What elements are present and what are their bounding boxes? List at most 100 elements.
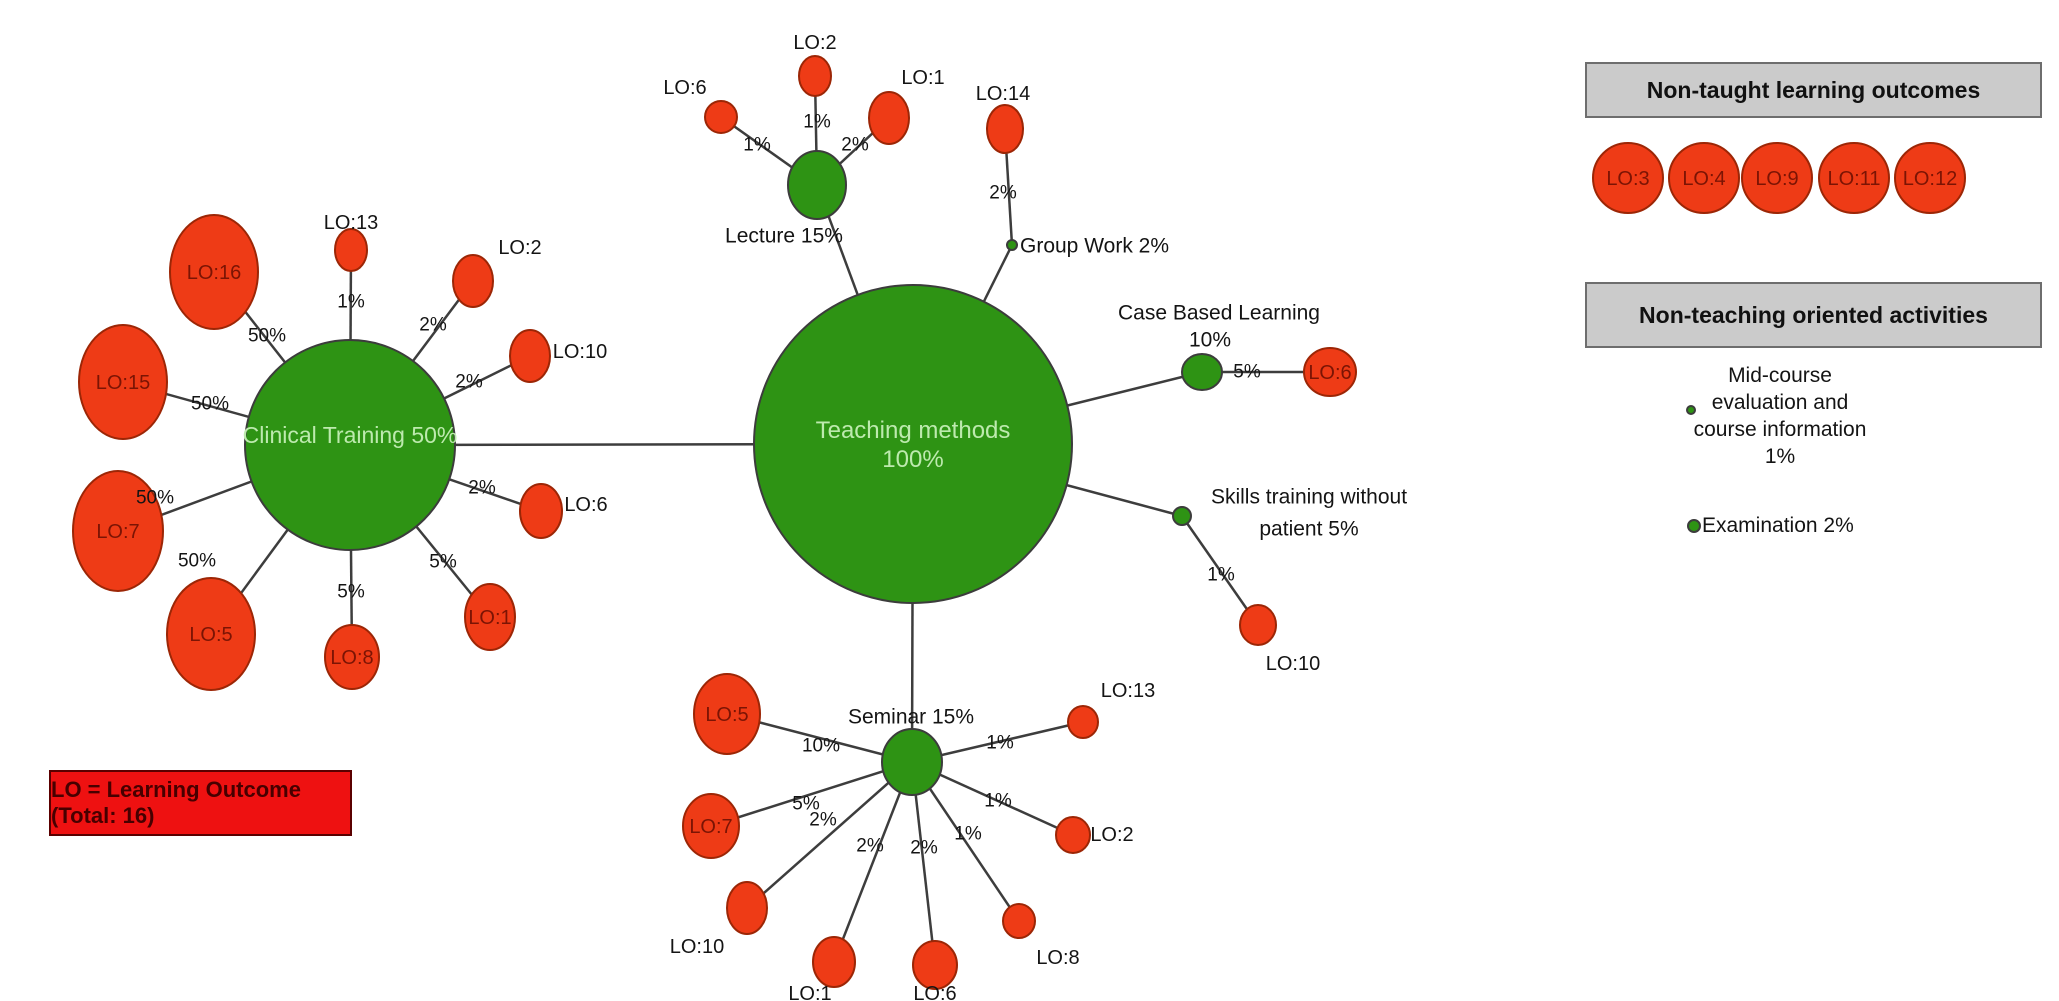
float-label-2: LO:10 bbox=[553, 341, 607, 363]
node-teaching-methods bbox=[753, 284, 1073, 604]
node-clinical-training bbox=[244, 339, 456, 551]
node-lo2l bbox=[798, 55, 832, 97]
node-lo1ct bbox=[464, 583, 516, 651]
float-label-13: patient 5% bbox=[1259, 517, 1358, 540]
edge-percent-label-20: 2% bbox=[910, 838, 938, 859]
node-lo5ct bbox=[166, 577, 256, 691]
float-label-5: LO:2 bbox=[793, 32, 836, 54]
edge-percent-label-7: 50% bbox=[178, 551, 216, 572]
node-label-clinical-training-0: Clinical Training 50% bbox=[243, 422, 458, 448]
edge-percent-label-16: 10% bbox=[802, 736, 840, 757]
node-lo10s bbox=[726, 881, 768, 935]
node-label-lo5s-0: LO:5 bbox=[705, 704, 748, 726]
node-lo2s bbox=[1055, 816, 1091, 854]
node-group-work-dot bbox=[1006, 239, 1018, 251]
edge-percent-label-11: 1% bbox=[803, 112, 831, 133]
node-lo2ct bbox=[452, 254, 494, 308]
node-lo13s bbox=[1067, 705, 1099, 739]
midcourse-line-2: evaluation and bbox=[1711, 391, 1849, 414]
node-lo3 bbox=[1592, 142, 1664, 214]
edge-percent-label-0: 50% bbox=[248, 326, 286, 347]
float-label-11: 10% bbox=[1189, 328, 1231, 351]
node-seminar bbox=[881, 728, 943, 796]
edge-percent-label-2: 2% bbox=[419, 315, 447, 336]
non-teaching-item-midcourse: Mid-course evaluation and course informa… bbox=[1660, 362, 1900, 470]
node-lo10sk bbox=[1239, 604, 1277, 646]
float-label-8: Group Work 2% bbox=[1020, 234, 1169, 257]
edge-percent-label-17: 5% bbox=[792, 794, 820, 815]
float-label-12: Skills training without bbox=[1211, 485, 1407, 508]
float-label-9: Lecture 15% bbox=[725, 224, 843, 247]
edge-percent-label-22: 1% bbox=[984, 791, 1012, 812]
panel-non-teaching-title: Non-teaching oriented activities bbox=[1639, 301, 1988, 328]
edge-percent-label-1: 1% bbox=[337, 292, 365, 313]
edge-percent-label-18: 2% bbox=[809, 810, 837, 831]
float-label-15: Seminar 15% bbox=[848, 705, 974, 728]
non-teaching-item-examination: Examination 2% bbox=[1702, 514, 1854, 538]
edge-percent-label-21: 1% bbox=[954, 824, 982, 845]
edge-percent-label-4: 2% bbox=[468, 478, 496, 499]
float-label-3: LO:6 bbox=[564, 494, 607, 516]
node-label-lo8ct-0: LO:8 bbox=[330, 647, 373, 669]
edge-percent-label-6: 5% bbox=[337, 582, 365, 603]
node-skills-dot bbox=[1172, 506, 1192, 526]
node-label-lo7ct-0: LO:7 bbox=[96, 521, 139, 543]
node-lo16 bbox=[169, 214, 259, 330]
edge-seminar-lo6s bbox=[910, 761, 937, 966]
lo-definition-note: LO = Learning Outcome (Total: 16) bbox=[49, 770, 352, 836]
node-lo14 bbox=[986, 104, 1024, 154]
edge-percent-label-23: 1% bbox=[986, 733, 1014, 754]
lo-definition-text: LO = Learning Outcome (Total: 16) bbox=[51, 777, 301, 828]
node-case-based-learning bbox=[1181, 353, 1223, 391]
panel-non-taught-title: Non-taught learning outcomes bbox=[1646, 76, 1981, 103]
node-lo5s bbox=[693, 673, 761, 755]
node-label-lo4-0: LO:4 bbox=[1682, 168, 1725, 190]
midcourse-line-3: course information bbox=[1693, 418, 1867, 441]
node-lo13ct bbox=[334, 228, 368, 272]
float-label-14: LO:10 bbox=[1266, 653, 1320, 675]
edge-percent-label-10: 1% bbox=[743, 135, 771, 156]
float-label-10: Case Based Learning bbox=[1118, 301, 1320, 324]
panel-non-taught-header: Non-taught learning outcomes bbox=[1585, 62, 2042, 118]
node-label-lo3-0: LO:3 bbox=[1606, 168, 1649, 190]
edge-seminar-lo7s bbox=[710, 760, 913, 828]
edge-percent-label-3: 2% bbox=[455, 372, 483, 393]
float-label-7: LO:14 bbox=[976, 83, 1030, 105]
node-lo9 bbox=[1741, 142, 1813, 214]
float-label-20: LO:2 bbox=[1090, 824, 1133, 846]
node-lo8s bbox=[1002, 903, 1036, 939]
node-label-teaching-methods-1: 100% bbox=[882, 446, 943, 473]
float-label-19: LO:8 bbox=[1036, 947, 1079, 969]
examination-label: Examination 2% bbox=[1702, 514, 1854, 537]
node-lo11 bbox=[1818, 142, 1890, 214]
edge-percent-label-14: 5% bbox=[1233, 362, 1261, 383]
edge-percent-label-15: 1% bbox=[1207, 565, 1235, 586]
edge-percent-label-19: 2% bbox=[856, 836, 884, 857]
node-label-lo1ct-0: LO:1 bbox=[468, 607, 511, 629]
node-lo6ct bbox=[519, 483, 563, 539]
node-label-lo16-0: LO:16 bbox=[187, 262, 241, 284]
midcourse-line-4: 1% bbox=[1764, 445, 1796, 468]
node-lo6l bbox=[704, 100, 738, 134]
edge-percent-label-12: 2% bbox=[841, 135, 869, 156]
node-label-lo11-0: LO:11 bbox=[1828, 168, 1881, 190]
node-lo7ct bbox=[72, 470, 164, 592]
node-lo12 bbox=[1894, 142, 1966, 214]
float-label-1: LO:2 bbox=[498, 237, 541, 259]
edge-seminar-lo10s bbox=[746, 761, 913, 909]
float-label-21: LO:13 bbox=[1101, 680, 1155, 702]
float-label-16: LO:10 bbox=[670, 936, 724, 958]
float-label-17: LO:1 bbox=[788, 983, 831, 1001]
node-label-lo5ct-0: LO:5 bbox=[189, 624, 232, 646]
midcourse-line-1: Mid-course bbox=[1728, 364, 1832, 387]
edge-percent-label-5: 5% bbox=[429, 552, 457, 573]
node-label-lo6cbl-0: LO:6 bbox=[1308, 362, 1351, 384]
edge-seminar-lo1s bbox=[832, 761, 914, 963]
node-lo15 bbox=[78, 324, 168, 440]
float-label-0: LO:13 bbox=[324, 212, 378, 234]
node-lo6cbl bbox=[1303, 347, 1357, 397]
float-label-18: LO:6 bbox=[913, 983, 956, 1001]
node-label-teaching-methods-0: Teaching methods bbox=[816, 417, 1011, 444]
edge-skills-dot-lo10sk bbox=[1180, 515, 1260, 626]
